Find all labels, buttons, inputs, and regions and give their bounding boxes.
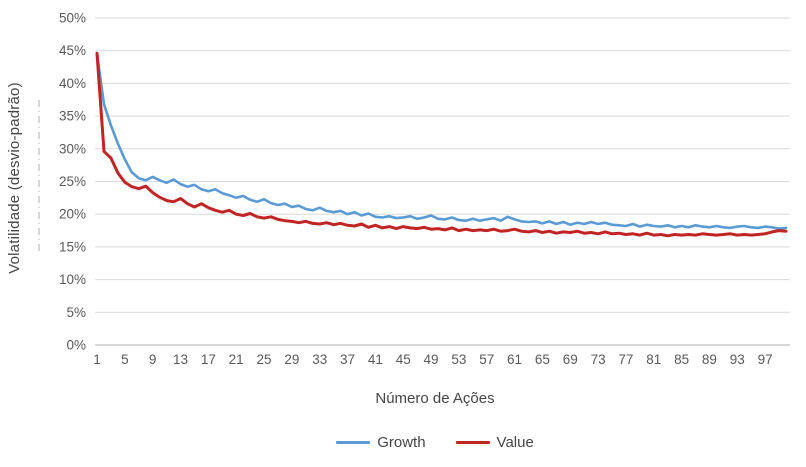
series-line-value xyxy=(95,51,788,238)
x-tick-label: 65 xyxy=(535,352,550,367)
x-tick-label: 37 xyxy=(340,352,355,367)
x-tick-label: 33 xyxy=(312,352,327,367)
x-tick-label: 45 xyxy=(396,352,411,367)
x-tick-label: 53 xyxy=(451,352,466,367)
x-axis-title: Número de Ações xyxy=(375,390,495,407)
x-tick-label: 93 xyxy=(730,352,745,367)
y-tick-label: 5% xyxy=(66,305,86,320)
legend-item-growth: Growth xyxy=(336,434,426,451)
y-tick-label: 30% xyxy=(59,141,86,156)
legend: Growth Value xyxy=(95,434,775,451)
x-tick-label: 49 xyxy=(424,352,439,367)
x-tick-label: 57 xyxy=(479,352,494,367)
y-tick-label: 20% xyxy=(59,207,86,222)
y-tick-label: 40% xyxy=(59,76,86,91)
x-tick-label: 89 xyxy=(702,352,717,367)
y-tick-label: 25% xyxy=(59,174,86,189)
x-tick-label: 25 xyxy=(257,352,272,367)
value-line-swatch-icon xyxy=(455,441,490,444)
series-line-growth xyxy=(95,51,788,230)
x-tick-label: 9 xyxy=(149,352,157,367)
x-tick-label: 97 xyxy=(758,352,773,367)
legend-label-growth: Growth xyxy=(377,434,426,451)
x-tick-label: 29 xyxy=(284,352,299,367)
y-axis-title: Volatilidade (desvio-padrão) xyxy=(6,82,23,274)
x-tick-label: 13 xyxy=(173,352,188,367)
x-tick-label: 1 xyxy=(93,352,101,367)
y-tick-label: 15% xyxy=(59,239,86,254)
legend-item-value: Value xyxy=(455,434,534,451)
x-tick-label: 81 xyxy=(646,352,661,367)
y-tick-label: 50% xyxy=(59,11,86,26)
y-tick-label: 35% xyxy=(59,109,86,124)
x-tick-label: 73 xyxy=(591,352,606,367)
x-tick-label: 41 xyxy=(368,352,383,367)
legend-label-value: Value xyxy=(496,434,534,451)
x-tick-label: 85 xyxy=(674,352,689,367)
y-tick-label: 0% xyxy=(66,338,86,353)
growth-line-swatch-icon xyxy=(336,441,371,444)
x-tick-label: 61 xyxy=(507,352,522,367)
x-tick-label: 69 xyxy=(563,352,578,367)
y-tick-label: 45% xyxy=(59,43,86,58)
x-tick-label: 77 xyxy=(618,352,633,367)
y-tick-label: 10% xyxy=(59,272,86,287)
x-tick-label: 21 xyxy=(229,352,244,367)
x-tick-label: 17 xyxy=(201,352,216,367)
x-tick-label: 5 xyxy=(121,352,129,367)
plot-svg: 0% 5% 10% 15% 20% 25% 30% 35% 40% 45% 50% 1 5 9 13 17 21… xyxy=(38,11,790,367)
